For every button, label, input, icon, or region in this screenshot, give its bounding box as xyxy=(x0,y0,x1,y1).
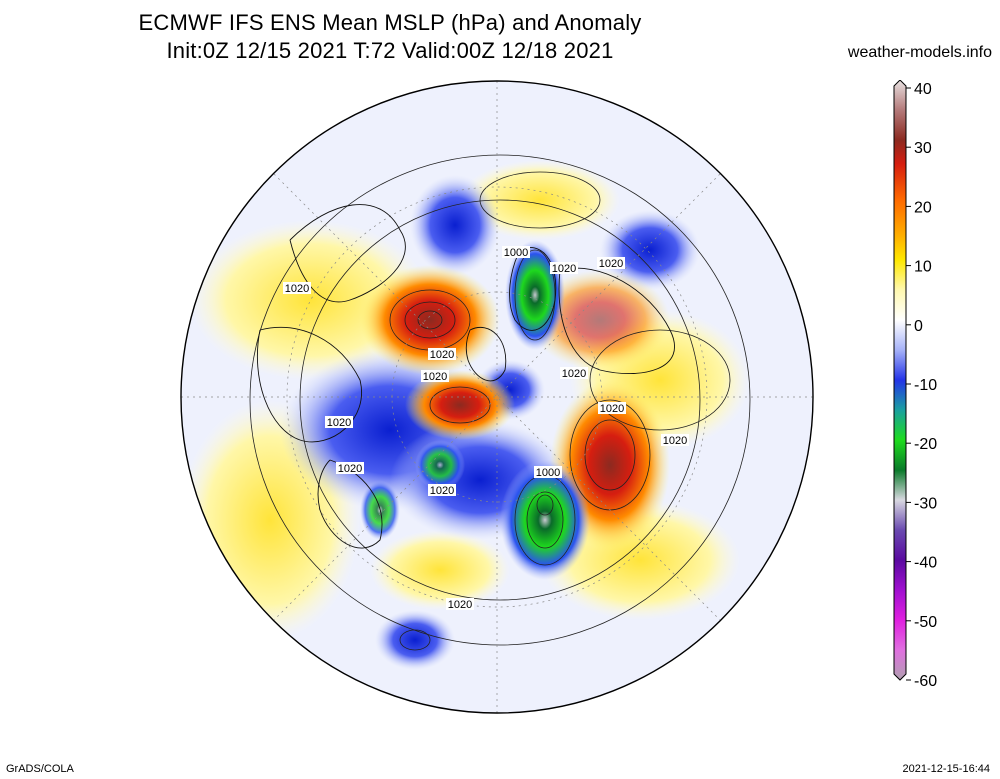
label-1000-pacific: 1000 xyxy=(536,467,560,479)
label-1020-pacific-east: 1020 xyxy=(327,417,351,429)
label-1020-asia-south: 1020 xyxy=(338,463,362,475)
contour-label-bg xyxy=(325,416,353,428)
label-1020-centralasia: 1020 xyxy=(562,368,586,380)
contour-label-bg xyxy=(502,246,530,258)
label-1000-arctic: 1000 xyxy=(504,247,528,259)
contour-label-bg xyxy=(428,484,456,496)
label-1020-greenland: 1020 xyxy=(552,263,576,275)
footer-timestamp: 2021-12-15-16:44 xyxy=(902,763,990,775)
colorbar-tick-label: -10 xyxy=(914,377,937,394)
anomaly-blue-south xyxy=(375,610,455,670)
colorbar-tick-label: -60 xyxy=(914,673,937,690)
contour-label-bg xyxy=(560,367,588,379)
colorbar-tick-label: -30 xyxy=(914,495,937,512)
contour-label-bg xyxy=(597,257,625,269)
contour-label-bg xyxy=(550,262,578,274)
site-credit: weather-models.info xyxy=(847,44,992,61)
contour-label-bg xyxy=(428,348,456,360)
colorbar: 40 30 20 10 0 -10 -20 -30 -40 -50 -60 xyxy=(893,80,937,690)
label-1020-west: 1020 xyxy=(285,283,309,295)
anomaly-blue-east xyxy=(600,210,700,290)
label-1020-atlantic: 1020 xyxy=(663,435,687,447)
anomaly-yellow-north xyxy=(460,160,620,240)
anomaly-green-asia xyxy=(415,440,465,490)
label-1020-scandinavia: 1020 xyxy=(430,349,454,361)
colorbar-tick-label: -20 xyxy=(914,436,937,453)
colorbar-tick-label: 10 xyxy=(914,259,932,276)
chart-title-line1: ECMWF IFS ENS Mean MSLP (hPa) and Anomal… xyxy=(138,10,642,35)
contour-label-bg xyxy=(446,598,474,610)
colorbar-tick-label: 30 xyxy=(914,140,932,157)
anomaly-yellow-south xyxy=(370,530,510,610)
contour-labels: 1000 1020 1020 1020 1020 1020 1020 1020 1020 1020… xyxy=(283,246,689,611)
contour-label-bg xyxy=(336,462,364,474)
graticule xyxy=(181,81,813,713)
colorbar-ticks: 40 30 20 10 0 -10 -20 -30 -40 -50 -60 xyxy=(906,81,937,690)
contour-label-bg xyxy=(534,466,562,478)
label-1020-siberia: 1020 xyxy=(430,485,454,497)
contour-label-bg xyxy=(283,282,311,294)
label-1020-canada: 1020 xyxy=(599,258,623,270)
chart-title-line2: Init:0Z 12/15 2021 T:72 Valid:00Z 12/18 … xyxy=(166,38,614,63)
contour-label-bg xyxy=(421,370,449,382)
contour-label-bg xyxy=(661,434,689,446)
label-1020-scandinavia2: 1020 xyxy=(423,371,447,383)
colorbar-tick-label: -40 xyxy=(914,555,937,572)
colorbar-tick-label: -50 xyxy=(914,614,937,631)
colorbar-body xyxy=(893,80,907,681)
anomaly-blue-north xyxy=(410,175,500,275)
colorbar-tick-label: 0 xyxy=(914,318,923,335)
footer-software: GrADS/COLA xyxy=(6,763,74,775)
globe xyxy=(180,80,814,714)
contour-label-bg xyxy=(598,402,626,414)
coastlines xyxy=(256,204,675,549)
colorbar-tick-label: 40 xyxy=(914,81,932,98)
anomaly-red-europe xyxy=(360,265,500,375)
label-1020-usa: 1020 xyxy=(600,403,624,415)
colorbar-tick-label: 20 xyxy=(914,199,932,216)
label-1020-southasia: 1020 xyxy=(448,599,472,611)
